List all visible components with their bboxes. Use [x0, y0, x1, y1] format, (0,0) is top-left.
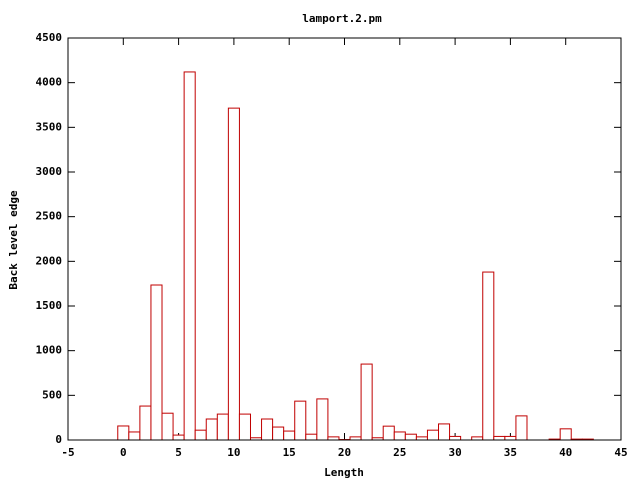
bar [439, 424, 450, 440]
x-tick-label: 25 [393, 446, 406, 459]
bar [317, 399, 328, 440]
bar [505, 436, 516, 440]
x-tick-label: 10 [227, 446, 240, 459]
bar [195, 430, 206, 440]
bar [273, 427, 284, 440]
y-tick-label: 2000 [36, 254, 63, 267]
bar [217, 414, 228, 440]
bar [118, 426, 129, 440]
y-tick-label: 4000 [36, 76, 63, 89]
x-tick-label: -5 [61, 446, 74, 459]
x-tick-label: 0 [120, 446, 127, 459]
bar [206, 419, 217, 440]
x-tick-label: 45 [614, 446, 627, 459]
y-tick-label: 1500 [36, 299, 63, 312]
x-tick-label: 15 [283, 446, 296, 459]
bar [383, 426, 394, 440]
x-axis-label: Length [324, 466, 364, 479]
x-tick-label: 30 [448, 446, 461, 459]
x-tick-label: 40 [559, 446, 572, 459]
bar [184, 72, 195, 440]
bar [516, 416, 527, 440]
x-tick-label: 35 [504, 446, 517, 459]
x-tick-label: 5 [175, 446, 182, 459]
bar [427, 430, 438, 440]
bar [405, 434, 416, 440]
bar [394, 432, 405, 440]
bar [295, 401, 306, 440]
bar [361, 364, 372, 440]
y-axis-label: Back level edge [7, 190, 20, 290]
y-tick-label: 3000 [36, 165, 63, 178]
y-tick-label: 0 [55, 433, 62, 446]
y-tick-label: 3500 [36, 120, 63, 133]
bar [494, 436, 505, 440]
x-tick-label: 20 [338, 446, 351, 459]
bar [306, 434, 317, 440]
y-tick-label: 500 [42, 388, 62, 401]
bar [284, 431, 295, 440]
bar [173, 435, 184, 440]
bar [450, 436, 461, 440]
y-tick-label: 1000 [36, 344, 63, 357]
bar [262, 419, 273, 440]
y-tick-label: 2500 [36, 210, 63, 223]
y-tick-label: 4500 [36, 31, 63, 44]
bar [483, 272, 494, 440]
chart-title: lamport.2.pm [302, 12, 382, 25]
bar [162, 413, 173, 440]
bar [228, 108, 239, 440]
bar [151, 285, 162, 440]
bar [239, 414, 250, 440]
bar [129, 432, 140, 440]
bar [560, 429, 571, 440]
bar [140, 406, 151, 440]
